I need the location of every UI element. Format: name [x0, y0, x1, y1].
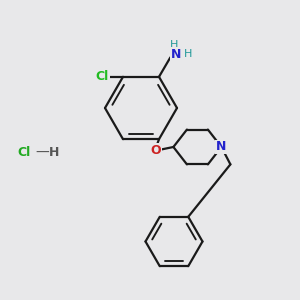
Text: H: H — [184, 49, 192, 59]
Text: Cl: Cl — [95, 70, 109, 83]
Text: O: O — [151, 144, 161, 157]
Text: N: N — [216, 140, 226, 154]
Text: Cl: Cl — [17, 146, 31, 160]
Text: O: O — [151, 144, 161, 157]
Text: H: H — [170, 40, 178, 50]
Text: N: N — [171, 48, 182, 61]
Text: —: — — [35, 146, 49, 160]
Text: H: H — [49, 146, 59, 160]
